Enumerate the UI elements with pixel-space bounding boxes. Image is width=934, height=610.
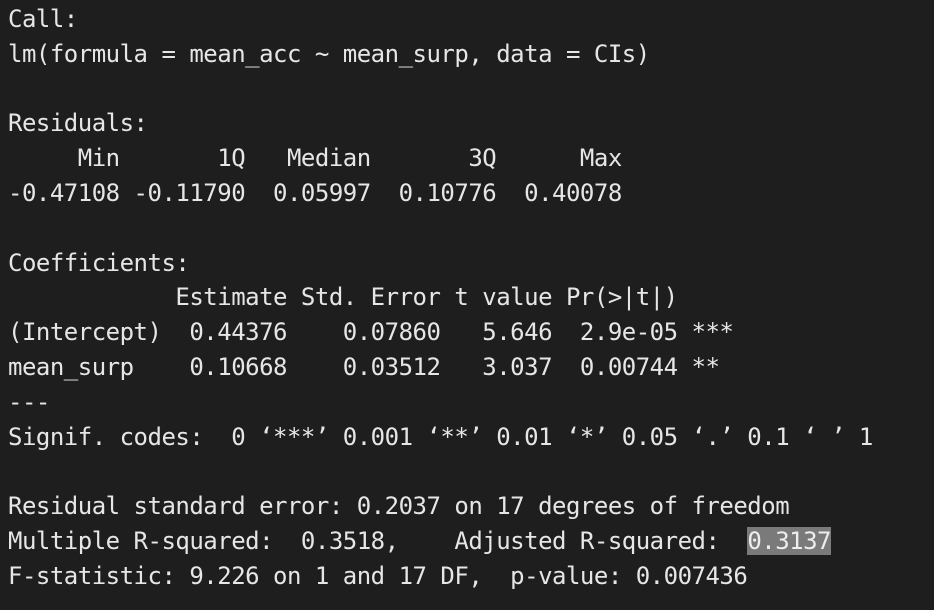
signif-codes: Signif. codes: 0 ‘***’ 0.001 ‘**’ 0.01 ‘… xyxy=(8,422,873,451)
separator: --- xyxy=(8,387,50,416)
multiple-r-squared-label: Multiple R-squared: 0.3518, Adjusted R-s… xyxy=(8,526,748,555)
residuals-values: -0.47108 -0.11790 0.05997 0.10776 0.4007… xyxy=(8,178,636,207)
residuals-columns: Min 1Q Median 3Q Max xyxy=(8,144,636,173)
blank-line xyxy=(8,72,934,107)
residuals-header: Residuals: xyxy=(8,109,148,138)
call-formula: lm(formula = mean_acc ~ mean_surp, data … xyxy=(8,39,650,68)
residual-std-error: Residual standard error: 0.2037 on 17 de… xyxy=(8,492,790,521)
blank-line xyxy=(8,211,934,246)
blank-line xyxy=(8,454,934,489)
coefficient-row-intercept: (Intercept) 0.44376 0.07860 5.646 2.9e-0… xyxy=(8,318,734,347)
adjusted-r-squared-value-selected[interactable]: 0.3137 xyxy=(747,526,832,555)
f-statistic: F-statistic: 9.226 on 1 and 17 DF, p-val… xyxy=(8,561,748,590)
r-squared-line: Multiple R-squared: 0.3518, Adjusted R-s… xyxy=(8,524,934,559)
coefficient-row-mean-surp: mean_surp 0.10668 0.03512 3.037 0.00744 … xyxy=(8,352,734,381)
coefficients-header: Coefficients: xyxy=(8,248,190,277)
coefficients-columns: Estimate Std. Error t value Pr(>|t|) xyxy=(8,283,734,312)
call-header: Call: xyxy=(8,5,78,33)
